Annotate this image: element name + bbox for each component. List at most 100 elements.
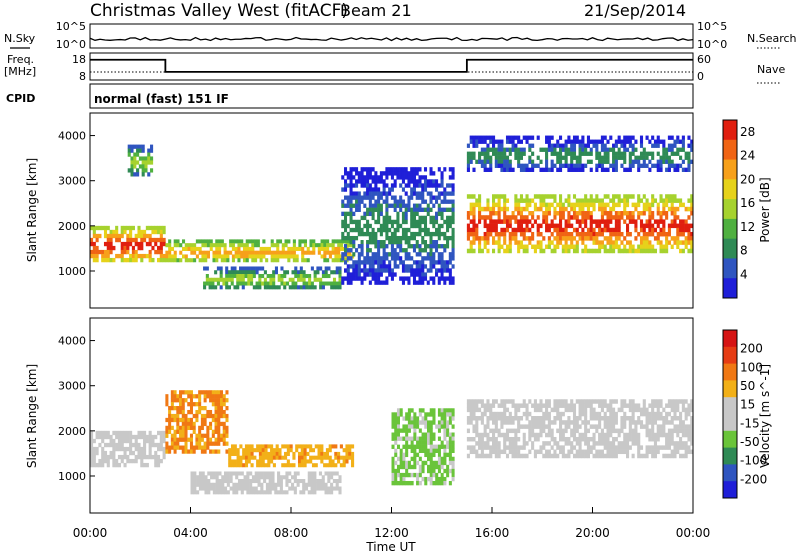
power-cell-816 (505, 219, 510, 224)
velocity-cell-335 (206, 394, 210, 399)
velocity-cell-1813 (427, 452, 431, 458)
velocity-cell-1834 (429, 476, 433, 482)
power-cell-220 (206, 243, 211, 248)
power-cell-681 (147, 160, 151, 165)
x-tick-label-3: 12:00 (374, 526, 409, 540)
velocity-cell-1194 (567, 416, 571, 421)
velocity-cell-1032 (517, 403, 521, 408)
power-cell-214 (204, 239, 208, 244)
velocity-cell-516 (284, 451, 288, 456)
velocity-cell-1137 (550, 407, 554, 413)
power-cell-2628 (451, 203, 455, 208)
velocity-cell-463 (250, 444, 254, 449)
velocity-cell-1333 (606, 407, 610, 413)
power-cell-101 (137, 225, 141, 231)
power-cell-564 (285, 270, 290, 275)
velocity-cell-458 (247, 444, 251, 449)
power-cell-936 (545, 223, 549, 229)
power-cell-2377 (412, 219, 417, 225)
power-cell-2131 (377, 219, 381, 225)
velocity-cell-1930 (451, 416, 455, 421)
velocity-cell-1053 (522, 441, 526, 446)
power-cell-281 (245, 243, 249, 248)
power-cell-1740 (623, 139, 627, 144)
velocity-cell-1895 (443, 448, 447, 454)
velocity-cell-1302 (598, 411, 602, 417)
power-cell-2104 (374, 187, 378, 192)
power-cell-765 (492, 198, 496, 203)
velocity-cell-1615 (684, 453, 688, 459)
velocity-cell-1232 (578, 407, 582, 413)
power-cell-1326 (662, 219, 666, 224)
velocity-cell-943 (492, 399, 496, 404)
velocity-cell-1377 (614, 453, 618, 459)
power-cell-10 (92, 249, 96, 255)
power-cell-1724 (614, 151, 618, 156)
power-cell-2025 (363, 211, 367, 217)
power-cell-502 (241, 281, 245, 286)
power-cell-839 (514, 219, 518, 224)
power-cell-2366 (412, 167, 417, 172)
power-cell-2198 (385, 244, 389, 249)
power-cell-1375 (676, 244, 680, 250)
velocity-cell-522 (286, 459, 290, 464)
power-cell-2400 (415, 240, 419, 245)
power-cell-292 (251, 246, 255, 251)
power-cell-653 (133, 156, 137, 161)
power-cell-2028 (363, 231, 367, 237)
velocity-cell-1147 (553, 416, 557, 421)
power-cell-317 (267, 250, 271, 255)
velocity-cell-348 (209, 413, 213, 419)
velocity-cell-1429 (631, 428, 635, 434)
power-cell-2499 (429, 260, 433, 265)
power-cell-1615 (564, 147, 568, 152)
velocity-cell-1321 (603, 399, 607, 404)
velocity-cell-137 (148, 446, 152, 452)
power-cell-610 (319, 281, 323, 286)
velocity-cell-425 (228, 451, 232, 456)
velocity-cell-426 (228, 455, 232, 460)
power-cell-2567 (440, 256, 444, 261)
velocity-cell-1430 (631, 432, 635, 438)
power-cell-1990 (357, 227, 361, 233)
power-cell-688 (466, 194, 470, 199)
power-cell-2302 (401, 235, 405, 241)
velocity-cell-1742 (413, 412, 417, 417)
power-cell-531 (261, 266, 265, 271)
power-cell-1138 (603, 248, 607, 254)
power-cell-1741 (623, 143, 627, 148)
power-cell-2429 (418, 280, 422, 285)
power-cell-1590 (550, 167, 554, 172)
velocity-cell-1362 (612, 424, 616, 429)
power-cell-247 (223, 250, 227, 255)
power-cell-715 (472, 236, 476, 241)
power-cell-67 (120, 253, 124, 259)
power-cell-1890 (344, 203, 348, 208)
power-cell-1598 (556, 155, 560, 160)
power-cell-1169 (612, 248, 616, 254)
velocity-cell-848 (335, 471, 339, 476)
power-cell-2192 (385, 215, 389, 221)
power-cell-1046 (578, 219, 582, 224)
power-cell-2406 (415, 272, 419, 277)
power-cell-2093 (371, 252, 375, 257)
velocity-cell-1372 (614, 420, 618, 425)
power-cell-1872 (341, 187, 345, 192)
power-cell-333 (278, 239, 283, 244)
power-cell-2045 (366, 219, 370, 225)
power-cell-2122 (377, 179, 381, 184)
power-cell-1563 (536, 135, 540, 140)
power-cell-2258 (396, 167, 400, 172)
velocity-cell-1271 (586, 449, 591, 455)
power-cell-120 (145, 241, 149, 247)
power-cell-384 (317, 243, 321, 248)
velocity-cell-672 (221, 482, 225, 487)
velocity-cell-1653 (394, 424, 398, 429)
power-cell-2176 (382, 252, 386, 257)
power-cell-1898 (344, 248, 348, 253)
velocity-cell-1441 (634, 441, 638, 446)
velocity-cell-1186 (564, 420, 568, 425)
velocity-cell-1596 (681, 403, 685, 408)
velocity-cell-1483 (651, 399, 655, 404)
velocity-cell-1892 (443, 432, 447, 437)
